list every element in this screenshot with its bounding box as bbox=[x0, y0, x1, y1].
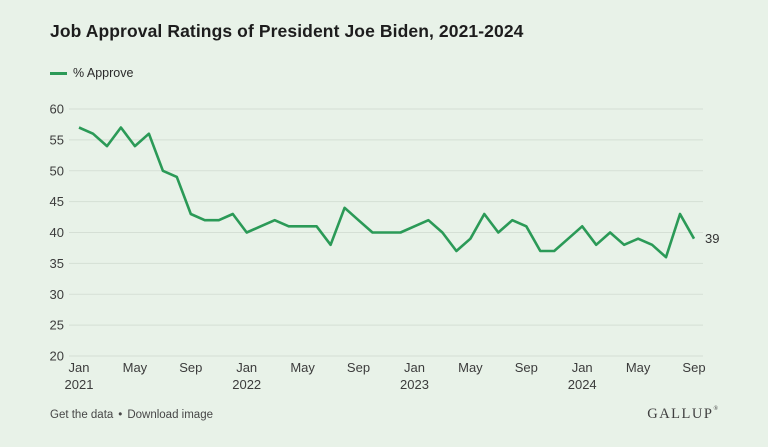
x-axis-tick-year: 2024 bbox=[568, 377, 597, 392]
gallup-wordmark: GALLUP bbox=[647, 406, 714, 422]
x-axis-tick-label: Jan bbox=[69, 360, 90, 375]
footer-links: Get the data • Download image bbox=[50, 409, 213, 421]
get-the-data-link[interactable]: Get the data bbox=[50, 409, 114, 421]
gallup-logo: GALLUP® bbox=[647, 406, 718, 423]
x-axis-tick-label: Sep bbox=[347, 360, 370, 375]
y-axis-tick-label: 60 bbox=[50, 102, 64, 117]
y-axis-tick-label: 35 bbox=[50, 256, 64, 271]
footer-separator: • bbox=[118, 409, 123, 421]
chart-title: Job Approval Ratings of President Joe Bi… bbox=[50, 21, 524, 41]
x-axis-tick-label: Jan bbox=[236, 360, 257, 375]
x-axis-tick-year: 2021 bbox=[65, 377, 94, 392]
x-axis-tick-label: May bbox=[626, 360, 651, 375]
x-axis-tick-label: May bbox=[290, 360, 315, 375]
x-axis-tick-year: 2023 bbox=[400, 377, 429, 392]
y-axis-tick-label: 40 bbox=[50, 225, 64, 240]
download-image-link[interactable]: Download image bbox=[127, 409, 213, 421]
x-axis-tick-label: Sep bbox=[179, 360, 202, 375]
legend-label: % Approve bbox=[73, 66, 134, 80]
x-axis-tick-label: Jan bbox=[572, 360, 593, 375]
y-axis-tick-label: 45 bbox=[50, 194, 64, 209]
x-axis-tick-year: 2022 bbox=[232, 377, 261, 392]
line-end-value-label: 39 bbox=[705, 231, 719, 246]
registered-mark: ® bbox=[713, 406, 718, 412]
y-axis-tick-label: 20 bbox=[50, 349, 64, 364]
chart-legend: % Approve bbox=[50, 66, 133, 80]
x-axis-tick-label: Jan bbox=[404, 360, 425, 375]
approval-line bbox=[78, 126, 696, 259]
x-axis-tick-label: Sep bbox=[515, 360, 538, 375]
legend-line-swatch-icon bbox=[50, 71, 67, 75]
y-axis-tick-label: 50 bbox=[50, 163, 64, 178]
y-axis-tick-label: 55 bbox=[50, 132, 64, 147]
x-axis-tick-label: May bbox=[123, 360, 148, 375]
x-axis-tick-label: Sep bbox=[682, 360, 705, 375]
y-axis-tick-label: 25 bbox=[50, 318, 64, 333]
x-axis-tick-label: May bbox=[458, 360, 483, 375]
y-axis-tick-label: 30 bbox=[50, 287, 64, 302]
